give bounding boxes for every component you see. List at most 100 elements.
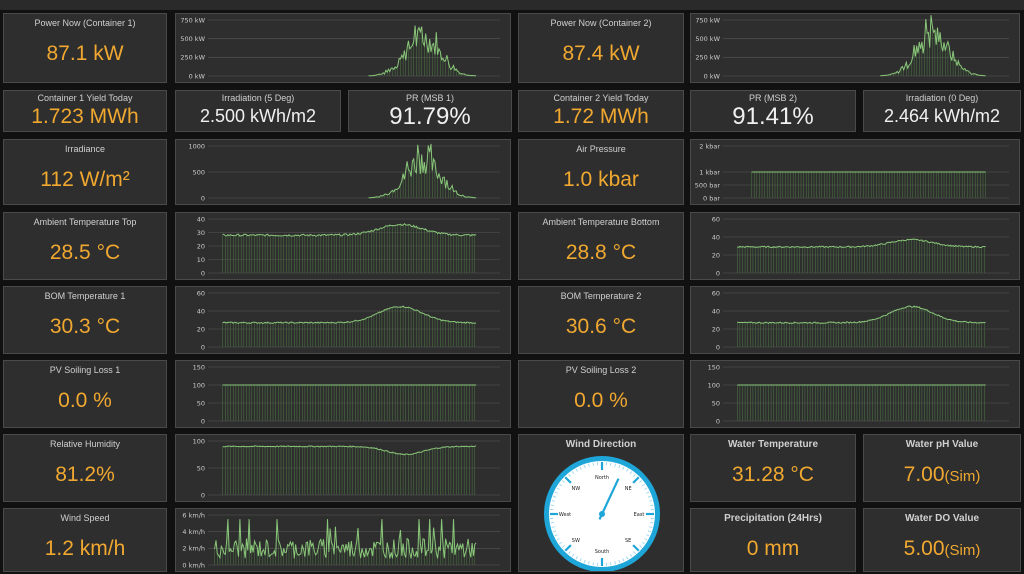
tile-relative-humidity[interactable]: Relative Humidity 81.2% xyxy=(3,434,167,502)
compass-label: East xyxy=(634,512,645,518)
y-tick-label: 2 km/h xyxy=(182,545,205,553)
compass-tick xyxy=(647,530,651,533)
tile-title: Irradiance xyxy=(64,144,106,154)
chart-ambient-temp-bottom[interactable]: 60 40 20 0 xyxy=(690,212,1020,280)
tile-value: 112 W/m² xyxy=(40,168,130,191)
series-line xyxy=(737,305,986,324)
compass-tick xyxy=(639,545,643,548)
y-tick-label: 40 xyxy=(712,233,720,241)
tile-pr-msb-1[interactable]: PR (MSB 1) 91.79% xyxy=(348,90,512,132)
chart-power-container-2[interactable]: 750 kW 500 kW 250 kW 0 kW xyxy=(690,13,1020,83)
tile-value: 91.41% xyxy=(732,103,814,130)
tile-value: 1.723 MWh xyxy=(31,105,139,128)
chart-air-pressure[interactable]: 2 kbar 1 kbar 500 bar 0 bar xyxy=(690,139,1020,205)
tile-bom-temp-1[interactable]: BOM Temperature 1 30.3 °C xyxy=(3,286,167,354)
compass-tick xyxy=(588,561,590,565)
tile-suffix: (Sim) xyxy=(944,542,981,559)
tile-title: Water DO Value xyxy=(904,513,980,524)
tile-irradiation-5-deg[interactable]: Irradiation (5 Deg) 2.500 kWh/m2 xyxy=(175,90,341,132)
tile-title: Irradiation (0 Deg) xyxy=(905,93,979,103)
compass-tick xyxy=(646,491,650,494)
compass-tick xyxy=(554,534,558,537)
compass-tick xyxy=(626,468,629,472)
tile-container-1-yield[interactable]: Container 1 Yield Today 1.723 MWh xyxy=(3,90,167,132)
tile-water-ph[interactable]: Water pH Value 7.00(Sim) xyxy=(863,434,1021,502)
chart-bom-temp-2[interactable]: 60 40 20 0 xyxy=(690,286,1020,354)
chart-power-1-svg: 750 kW 500 kW 250 kW 0 kW xyxy=(180,16,500,80)
y-tick-label: 0 km/h xyxy=(182,561,205,569)
tile-water-do[interactable]: Water DO Value 5.00(Sim) xyxy=(863,508,1021,572)
series-fill xyxy=(737,305,985,347)
y-tick-label: 0 xyxy=(201,269,205,277)
tile-value: 5.00 xyxy=(903,537,945,560)
series-fill xyxy=(222,224,476,273)
y-tick-label: 100 xyxy=(193,437,205,445)
series-line xyxy=(737,238,986,249)
chart-power-container-1[interactable]: 750 kW 500 kW 250 kW 0 kW xyxy=(175,13,511,83)
compass-tick xyxy=(614,561,616,565)
chart-soiling-2-svg: 150 100 50 0 xyxy=(708,363,1009,425)
tile-value: 31.28 °C xyxy=(732,463,814,486)
y-tick-label: 60 xyxy=(197,289,205,297)
tile-water-temperature[interactable]: Water Temperature 31.28 °C xyxy=(690,434,856,502)
tile-title: Wind Speed xyxy=(60,513,110,523)
tile-precipitation[interactable]: Precipitation (24Hrs) 0 mm xyxy=(690,508,856,572)
tile-ambient-temp-top[interactable]: Ambient Temperature Top 28.5 °C xyxy=(3,212,167,280)
compass-label: SW xyxy=(572,538,580,544)
series-line xyxy=(368,25,477,77)
y-tick-label: 0 kW xyxy=(189,72,206,80)
series-fill xyxy=(368,152,476,198)
tile-power-now-container-1[interactable]: Power Now (Container 1) 87.1 kW xyxy=(3,13,167,83)
compass-tick xyxy=(618,465,621,469)
tile-pv-soiling-1[interactable]: PV Soiling Loss 1 0.0 % xyxy=(3,360,167,428)
chart-pv-soiling-2[interactable]: 150 100 50 0 xyxy=(690,360,1020,428)
compass-tick xyxy=(644,538,648,541)
tile-bom-temp-2[interactable]: BOM Temperature 2 30.6 °C xyxy=(518,286,684,354)
tile-value-wrap: 5.00(Sim) xyxy=(864,537,1020,561)
compass-tick xyxy=(550,504,554,506)
compass-tick xyxy=(564,476,572,484)
top-bar xyxy=(0,0,1024,10)
tile-ambient-temp-bottom[interactable]: Ambient Temperature Bottom 28.8 °C xyxy=(518,212,684,280)
chart-humidity-svg: 100 50 0 xyxy=(193,437,500,499)
compass-tick xyxy=(583,465,586,469)
compass-tick xyxy=(618,559,621,563)
compass-label: NE xyxy=(625,486,632,492)
chart-bom-temp-1[interactable]: 60 40 20 0 xyxy=(175,286,511,354)
series-line xyxy=(222,305,477,324)
tile-irradiation-0-deg[interactable]: Irradiation (0 Deg) 2.464 kWh/m2 xyxy=(863,90,1021,132)
tile-title: Precipitation (24Hrs) xyxy=(724,513,822,524)
chart-bom-1-svg: 60 40 20 0 xyxy=(197,289,500,351)
compass-tick xyxy=(588,463,590,467)
tile-value: 2.464 kWh/m2 xyxy=(883,106,1001,126)
tile-title: Relative Humidity xyxy=(49,439,121,449)
tile-title: Wind Direction xyxy=(565,439,637,450)
tile-air-pressure[interactable]: Air Pressure 1.0 kbar xyxy=(518,139,684,205)
chart-pv-soiling-1[interactable]: 150 100 50 0 xyxy=(175,360,511,428)
tile-container-2-yield[interactable]: Container 2 Yield Today 1.72 MWh xyxy=(518,90,684,132)
tile-pr-msb-2[interactable]: PR (MSB 2) 91.41% xyxy=(690,90,856,132)
tile-title: Water Temperature xyxy=(727,439,819,450)
y-tick-label: 40 xyxy=(197,307,205,315)
y-tick-label: 50 xyxy=(197,464,205,472)
y-tick-label: 40 xyxy=(712,307,720,315)
y-tick-label: 500 xyxy=(193,168,205,176)
tile-wind-speed[interactable]: Wind Speed 1.2 km/h xyxy=(3,508,167,572)
tile-power-now-container-2[interactable]: Power Now (Container 2) 87.4 kW xyxy=(518,13,684,83)
tile-wind-direction[interactable]: Wind Direction North NE East SE South SW West N… xyxy=(518,434,684,572)
series-line xyxy=(880,15,986,77)
compass-label: North xyxy=(595,475,609,481)
chart-irradiance[interactable]: 1000 500 0 xyxy=(175,139,511,205)
tile-irradiance[interactable]: Irradiance 112 W/m² xyxy=(3,139,167,205)
series-fill xyxy=(880,25,985,76)
compass-tick xyxy=(622,466,625,470)
compass-tick xyxy=(553,530,557,533)
chart-wind-speed[interactable]: 6 km/h 4 km/h 2 km/h 0 km/h xyxy=(175,508,511,572)
chart-ambient-temp-top[interactable]: 40 30 20 10 0 xyxy=(175,212,511,280)
y-tick-label: 50 xyxy=(712,399,720,407)
chart-relative-humidity[interactable]: 100 50 0 xyxy=(175,434,511,502)
tile-title: PV Soiling Loss 1 xyxy=(49,365,121,375)
compass-tick xyxy=(575,556,578,560)
compass-tick xyxy=(559,541,563,545)
tile-pv-soiling-2[interactable]: PV Soiling Loss 2 0.0 % xyxy=(518,360,684,428)
